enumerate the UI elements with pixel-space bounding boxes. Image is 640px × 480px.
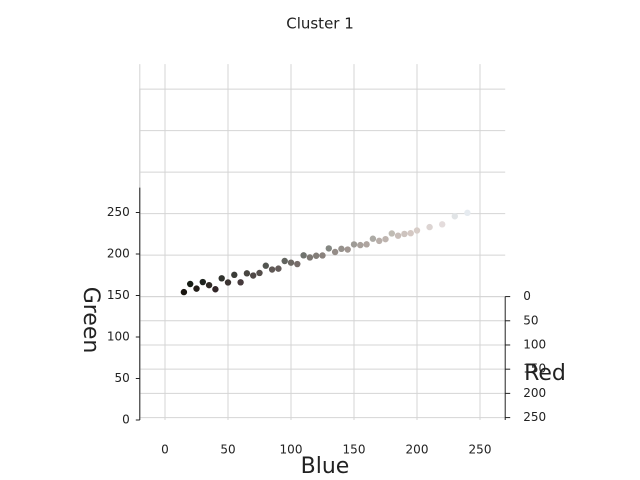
point — [237, 279, 244, 286]
z-tick-label: 50 — [523, 313, 538, 327]
z-axis-label: Red — [524, 361, 566, 386]
point — [199, 278, 206, 286]
point — [319, 252, 326, 259]
point — [363, 241, 370, 248]
y-tick-label: 100 — [107, 330, 130, 344]
point — [281, 257, 288, 265]
point — [439, 221, 446, 228]
y-tick-label: 0 — [122, 413, 130, 427]
point — [382, 235, 389, 243]
point — [256, 269, 263, 277]
point — [451, 213, 458, 220]
x-tick-label: 200 — [406, 443, 429, 457]
point — [376, 237, 383, 245]
point — [262, 262, 269, 269]
point — [287, 259, 295, 266]
point — [426, 223, 433, 231]
point — [224, 279, 232, 286]
point — [231, 271, 238, 279]
point — [187, 280, 194, 288]
point — [218, 275, 225, 282]
point — [388, 230, 395, 237]
x-tick-label: 250 — [469, 443, 492, 457]
x-tick-label: 150 — [343, 443, 366, 457]
z-tick-label: 200 — [523, 386, 546, 400]
chart-title: Cluster 1 — [286, 15, 354, 33]
point — [268, 266, 276, 273]
point — [313, 252, 320, 259]
point — [407, 229, 414, 237]
point — [394, 232, 402, 239]
z-tick-label: 100 — [523, 337, 546, 351]
point — [212, 286, 219, 293]
z-tick-label: 150 — [523, 362, 546, 376]
point — [369, 235, 377, 242]
point — [344, 246, 351, 253]
point — [350, 241, 358, 248]
point — [205, 281, 213, 289]
point — [338, 245, 345, 253]
point — [250, 272, 257, 279]
y-axis-label: Green — [78, 287, 103, 354]
x-tick-label: 50 — [220, 443, 235, 457]
point — [464, 209, 471, 217]
point — [325, 245, 332, 252]
point — [300, 252, 307, 259]
y-tick-label: 150 — [107, 288, 130, 302]
point — [306, 254, 314, 261]
point — [180, 288, 188, 296]
point — [243, 270, 251, 277]
y-tick-label: 250 — [107, 205, 130, 219]
x-tick-label: 0 — [161, 443, 169, 457]
x-axis-label: Blue — [301, 454, 350, 479]
x-tick-label: 100 — [280, 443, 303, 457]
y-tick-label: 50 — [115, 371, 130, 385]
point — [193, 285, 200, 292]
point — [294, 260, 301, 268]
point — [357, 241, 364, 249]
z-tick-label: 250 — [523, 410, 546, 424]
z-tick-label: 0 — [523, 289, 531, 303]
point — [401, 230, 408, 238]
y-tick-label: 200 — [107, 247, 130, 261]
point — [331, 248, 339, 256]
point — [275, 265, 282, 272]
point — [413, 227, 421, 234]
